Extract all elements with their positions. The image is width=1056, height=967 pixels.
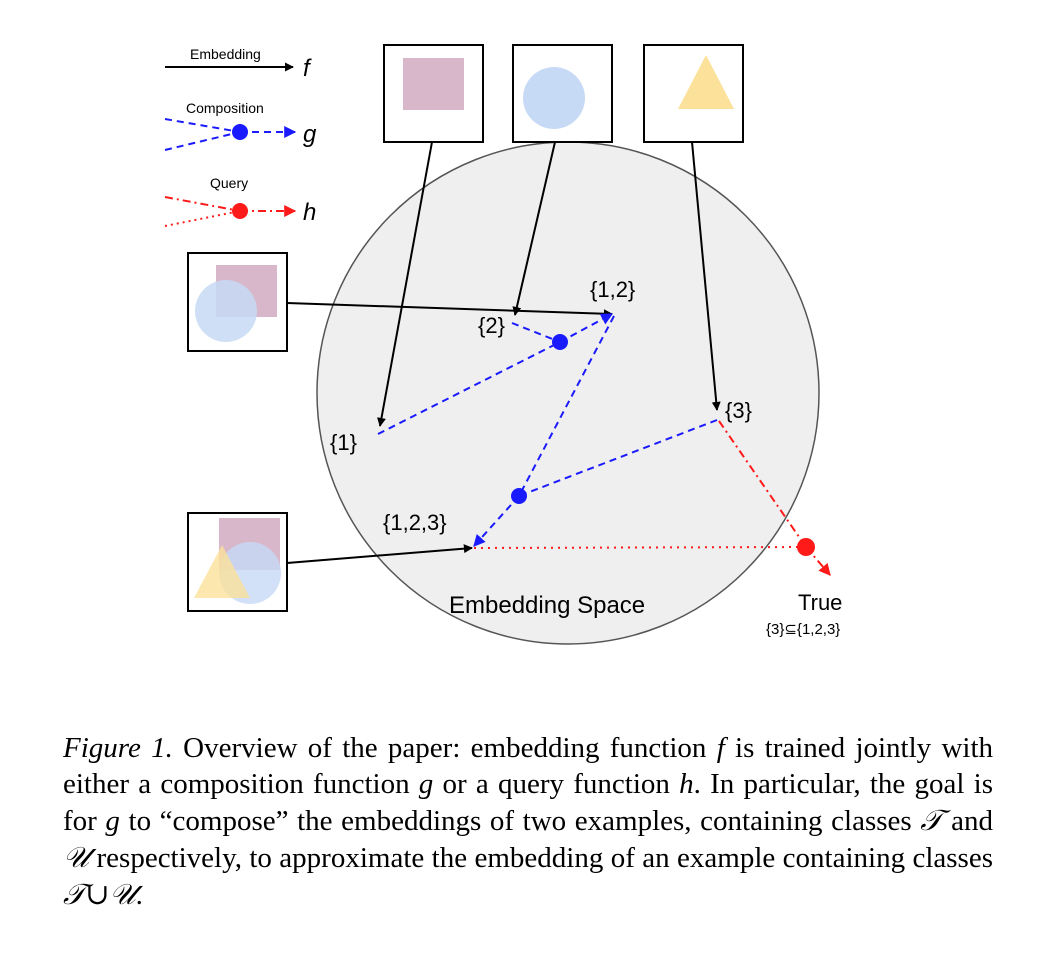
embedding-space-circle [316, 141, 820, 645]
embed-arrow-circle [512, 141, 556, 316]
caption-math-T: 𝒯 [920, 803, 943, 837]
legend-embedding-label: Embedding [190, 46, 261, 62]
caption-text-8: . [135, 879, 143, 911]
query-result-condition: {3}⊆{1,2,3} [766, 621, 840, 638]
legend-composition-line-bottom [164, 131, 241, 151]
legend-query-line-top [164, 196, 241, 212]
query-result-value: True [798, 590, 842, 615]
legend-composition-dot [232, 124, 248, 140]
legend: Embedding f Composition g Query h [164, 46, 317, 227]
point-label-3: {3} [725, 398, 752, 423]
caption-math-g: g [418, 768, 434, 800]
legend-composition-symbol: g [303, 121, 317, 148]
caption-math-h: h [679, 768, 694, 800]
caption-text-1: Overview of the paper: embedding functio… [172, 732, 717, 764]
caption-text-3: or a query function [433, 768, 680, 800]
legend-composition-line-top [164, 118, 241, 133]
compose-arrow-12 [559, 313, 614, 343]
caption-math-TU: 𝒯∪𝒰 [63, 877, 136, 911]
image-square [383, 44, 484, 143]
legend-query-dot [232, 203, 248, 219]
legend-query-line-bottom [164, 210, 241, 227]
caption-text-7: respectively, to approximate the embeddi… [89, 842, 994, 874]
caption-text-5: to “compose” the embeddings of two examp… [119, 805, 921, 837]
caption-text-6: and [942, 805, 993, 837]
legend-embedding-symbol: f [303, 55, 312, 82]
image-circle [512, 44, 613, 143]
query-dot [797, 538, 815, 556]
query-line-3 [718, 420, 807, 548]
embed-arrow-square-circle [286, 302, 613, 319]
caption-math-U: 𝒰 [63, 840, 90, 874]
compose-line-1 [377, 341, 561, 435]
legend-query-symbol: h [303, 199, 316, 226]
caption-figure-label: Figure 1. [63, 732, 173, 764]
compose-line-2 [511, 322, 561, 343]
embedding-diagram: Embedding f Composition g Query h Embedd… [164, 44, 842, 645]
compose-dot-12 [552, 334, 568, 350]
legend-query-label: Query [210, 175, 248, 191]
caption-text-4: . In particular, the goal is for [63, 768, 994, 837]
triangle-shape [678, 55, 734, 109]
embed-arrow-triangle [691, 141, 721, 411]
square-shape [403, 58, 464, 110]
figure-caption: Figure 1. Overview of the paper: embeddi… [63, 730, 993, 913]
caption-text-2: is trained jointly with either a composi… [63, 732, 994, 800]
image-square-circle [187, 252, 288, 352]
point-label-2: {2} [478, 313, 505, 338]
point-label-12: {1,2} [590, 277, 635, 302]
embedding-space-label: Embedding Space [449, 592, 645, 619]
embed-arrow-all [286, 544, 473, 564]
circle-shape [523, 67, 585, 129]
compose-dot-123 [511, 488, 527, 504]
caption-math-g2: g [105, 805, 120, 837]
image-triangle [643, 44, 744, 143]
point-label-123: {1,2,3} [383, 510, 447, 535]
embed-arrow-square [377, 141, 433, 427]
compose-line-12b [518, 315, 615, 497]
caption-math-f: f [716, 732, 725, 764]
point-label-1: {1} [330, 430, 357, 455]
legend-composition-label: Composition [186, 100, 264, 116]
image-square-circle-triangle [187, 512, 288, 612]
